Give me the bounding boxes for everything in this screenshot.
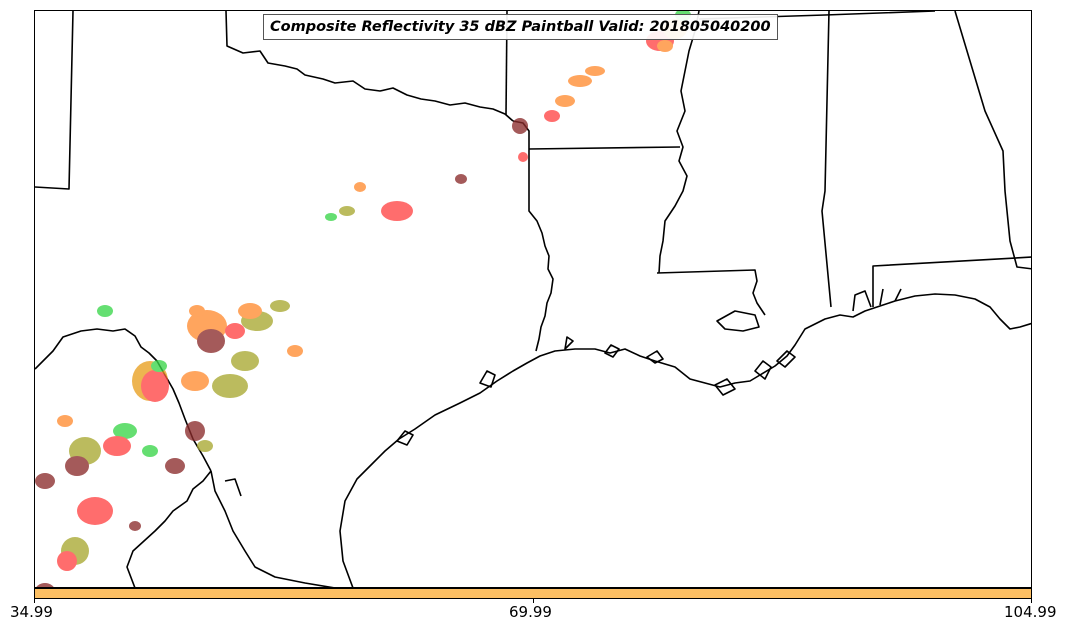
lake-pontchartrain xyxy=(716,310,760,332)
colorbar xyxy=(34,588,1032,599)
colorbar-tick xyxy=(1031,599,1032,603)
map-panel xyxy=(34,10,1032,588)
state-border-red-river xyxy=(225,11,514,122)
mexico-border-c xyxy=(224,478,242,497)
state-border-al-ga xyxy=(954,11,1031,270)
colorbar-tick-label: 69.99 xyxy=(509,603,552,621)
state-border-ms-al xyxy=(821,11,832,308)
colorbar-tick-label: 34.99 xyxy=(10,603,53,621)
mexico-border-a xyxy=(126,470,212,587)
mexico-border-b xyxy=(210,470,334,587)
panhandle-coast xyxy=(852,288,902,312)
state-border-la-ms xyxy=(656,269,766,316)
state-border-al-fl xyxy=(872,256,1031,307)
map-title: Composite Reflectivity 35 dBZ Paintball … xyxy=(263,14,778,40)
mississippi-river xyxy=(658,11,700,274)
gulf-coastline xyxy=(339,293,1031,587)
colorbar-tick xyxy=(533,599,534,603)
map-canvas xyxy=(35,11,1031,587)
radar-echoes xyxy=(35,11,691,587)
state-border-nm-tx xyxy=(35,11,74,190)
colorbar-tick xyxy=(34,599,35,603)
state-border-tx-la xyxy=(512,120,554,352)
coast-bays xyxy=(396,336,796,446)
colorbar-tick-label: 104.99 xyxy=(1004,603,1057,621)
rio-grande xyxy=(35,328,212,472)
state-border-ar-la xyxy=(528,146,681,150)
